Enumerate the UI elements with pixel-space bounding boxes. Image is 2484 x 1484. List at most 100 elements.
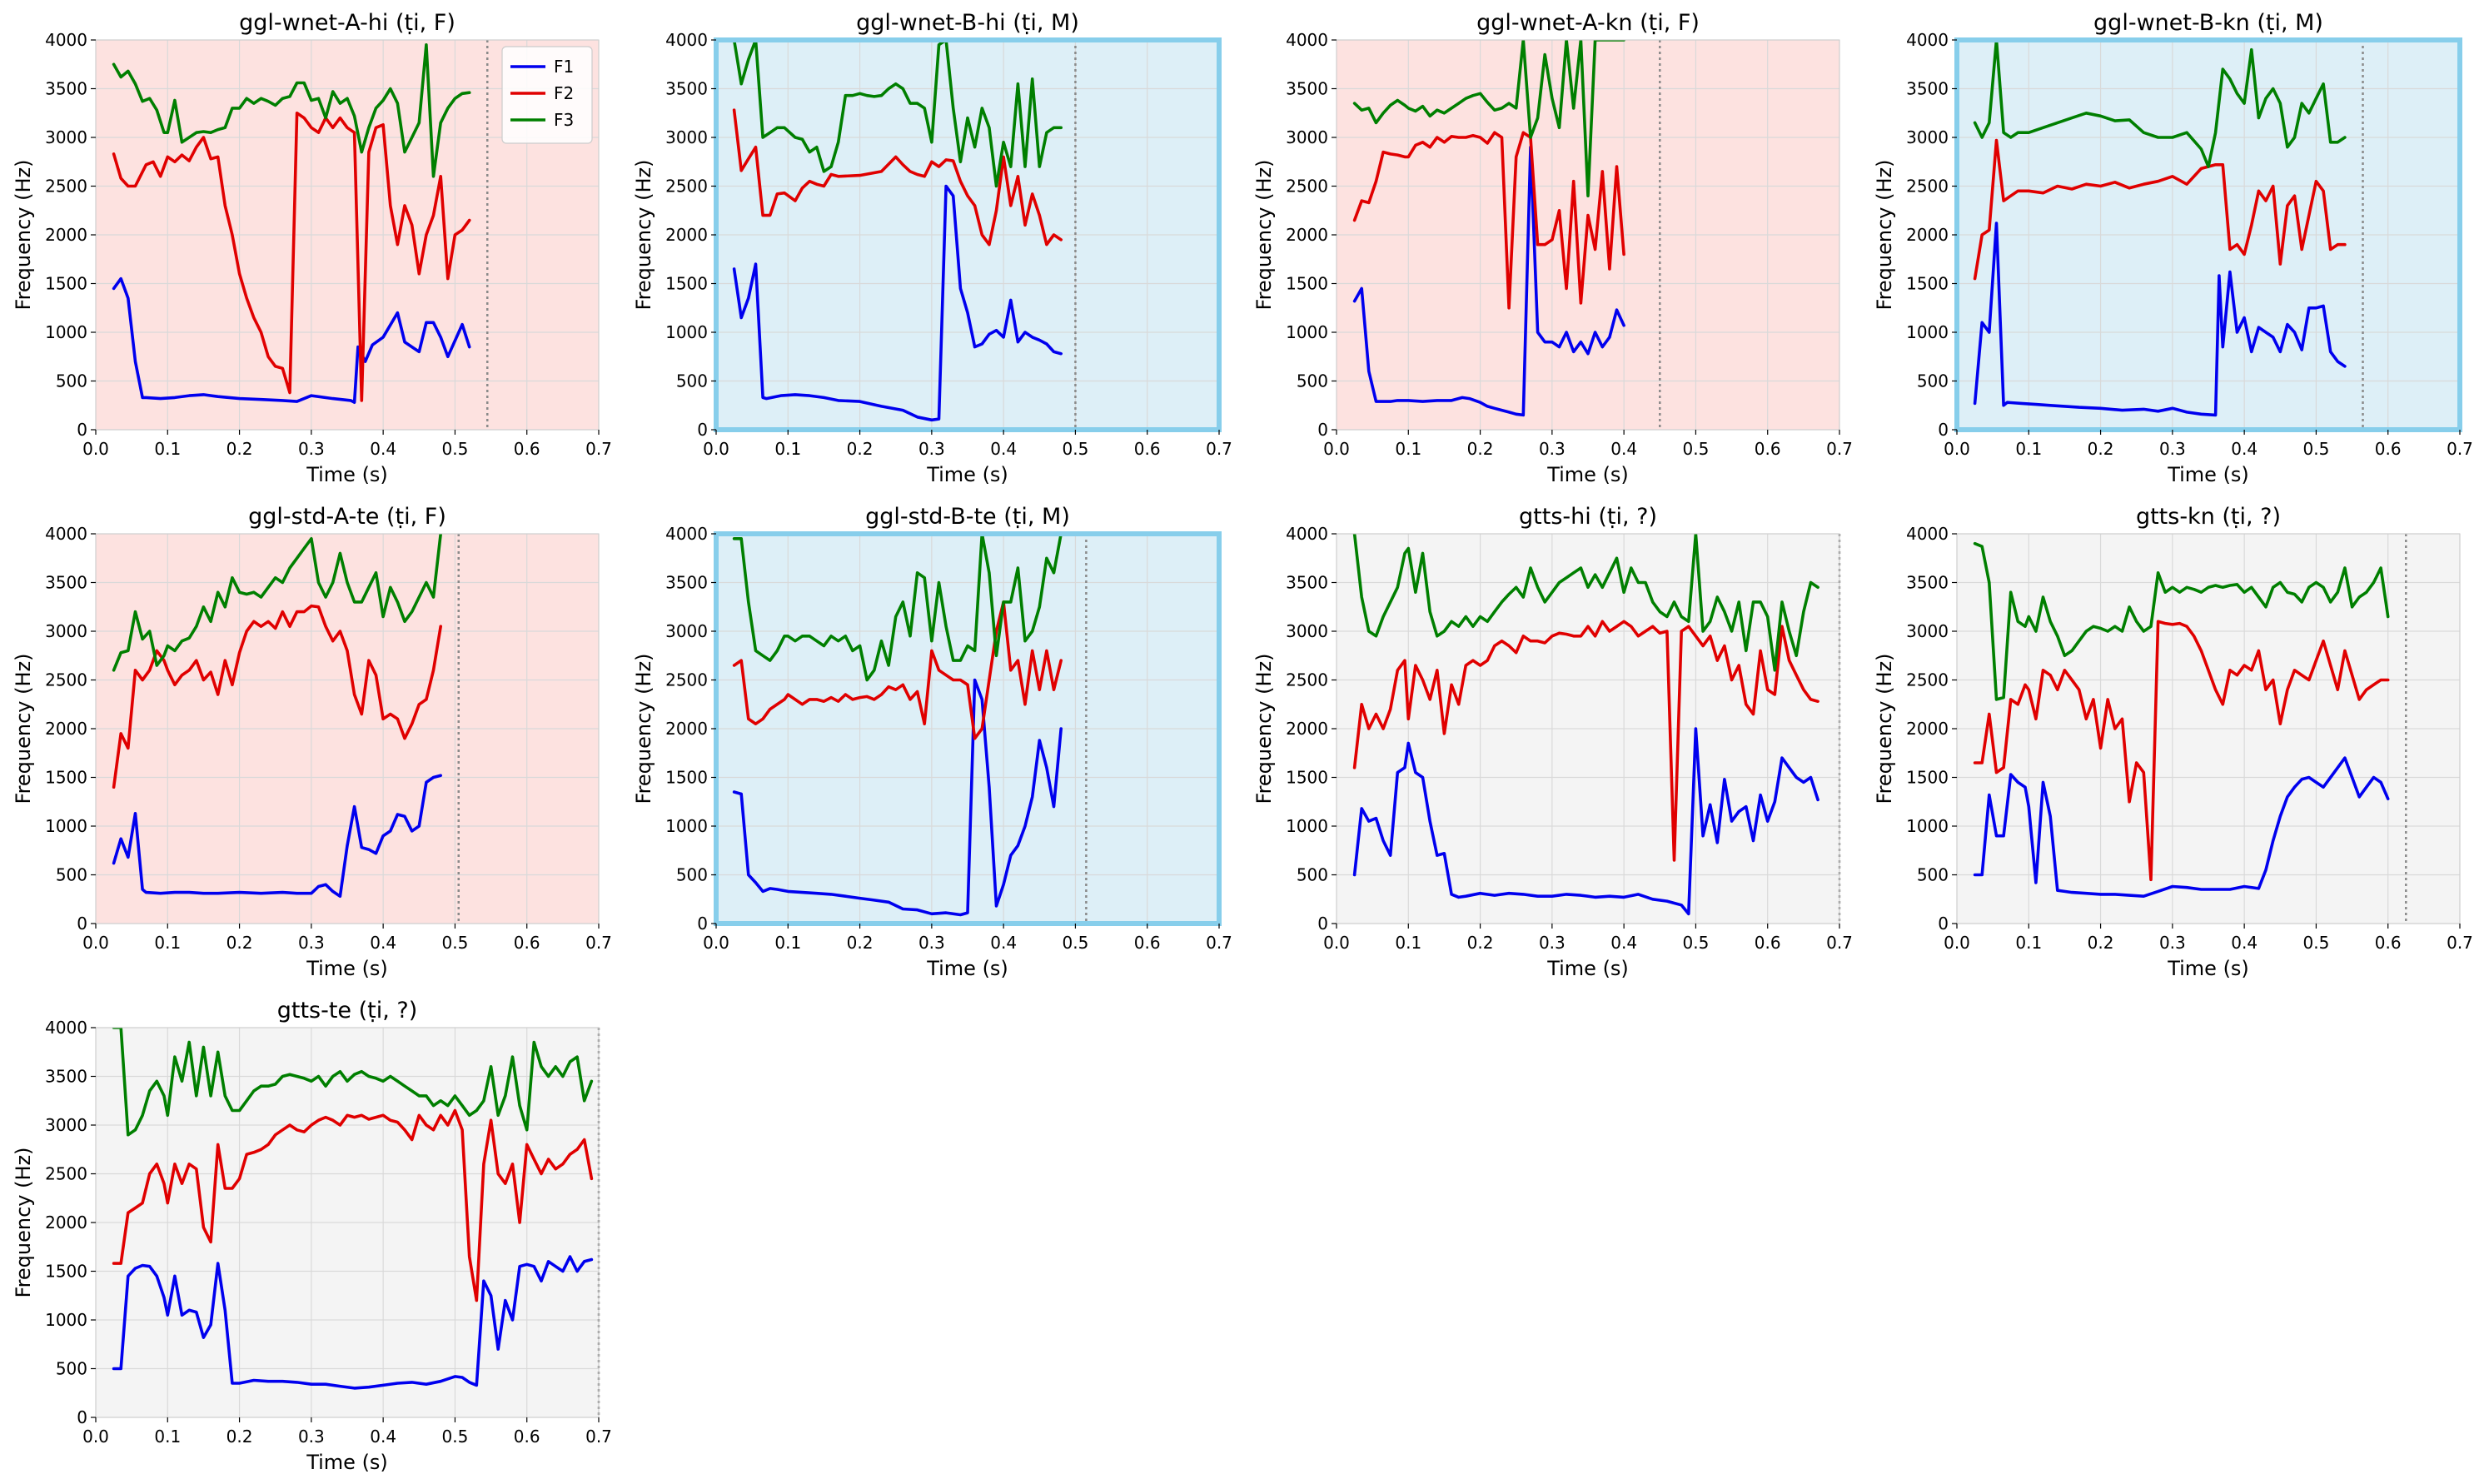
x-tick-label: 0.1 <box>774 439 801 459</box>
x-tick-label: 0.0 <box>703 933 729 953</box>
series-line-f2 <box>112 112 471 402</box>
legend: F1 F2 F3 <box>501 46 593 144</box>
y-tick-label: 4000 <box>45 30 87 50</box>
x-tick-label: 0.7 <box>2447 439 2473 459</box>
subplot-6: 0.0 0.1 0.2 0.3 0.4 0.5 0.6 0.7 0 500 1000 1500 2000… <box>632 504 1232 980</box>
x-tick-label: 0.6 <box>1134 933 1161 953</box>
x-tick-label: 0.1 <box>2015 439 2042 459</box>
y-tick-label: 0 <box>77 914 87 934</box>
x-tick-label: 0.3 <box>2159 933 2186 953</box>
y-tick-label: 2000 <box>1906 225 1949 245</box>
x-tick-label: 0.3 <box>298 933 325 953</box>
x-tick-label: 0.3 <box>918 933 945 953</box>
y-tick-label: 2000 <box>1286 225 1328 245</box>
y-axis-label: Frequency (Hz) <box>1873 160 1896 311</box>
y-tick-label: 500 <box>1297 371 1328 391</box>
x-tick-label: 0.1 <box>774 933 801 953</box>
y-tick-label: 1000 <box>1286 816 1328 836</box>
series-line-f2 <box>112 604 443 789</box>
y-tick-label: 2000 <box>665 719 708 739</box>
y-tick-label: 1500 <box>45 274 87 294</box>
x-tick-label: 0.7 <box>585 933 612 953</box>
x-tick-label: 0.1 <box>1395 439 1421 459</box>
y-tick-label: 500 <box>676 865 708 885</box>
y-axis-label: Frequency (Hz) <box>632 160 655 311</box>
series-line-f1 <box>1973 756 2390 898</box>
series-line-f1 <box>1973 222 2347 417</box>
y-tick-label: 4000 <box>1906 524 1949 544</box>
series-line-f2 <box>732 600 1063 740</box>
x-tick-label: 0.4 <box>370 439 396 459</box>
x-tick-label: 0.7 <box>2447 933 2473 953</box>
x-tick-label: 0.2 <box>1467 439 1494 459</box>
y-tick-label: 3000 <box>665 127 708 147</box>
x-tick-label: 0.0 <box>82 1427 109 1447</box>
x-axis-label: Time (s) <box>1546 463 1629 486</box>
x-tick-label: 0.0 <box>703 439 729 459</box>
series-line-f2 <box>1352 131 1625 310</box>
x-tick-label: 0.3 <box>298 1427 325 1447</box>
series-group <box>732 534 1063 917</box>
x-tick-label: 0.2 <box>847 933 874 953</box>
series-line-f3 <box>112 42 471 178</box>
y-axis-label: Frequency (Hz) <box>1873 654 1896 804</box>
y-tick-label: 1500 <box>665 768 708 788</box>
y-tick-label: 2500 <box>1286 670 1328 690</box>
x-tick-label: 0.0 <box>1323 933 1350 953</box>
y-tick-label: 2500 <box>665 670 708 690</box>
x-axis-label: Time (s) <box>926 463 1008 486</box>
x-tick-label: 0.3 <box>1539 439 1566 459</box>
y-tick-label: 0 <box>697 420 708 440</box>
y-tick-label: 3000 <box>45 1115 87 1135</box>
series-line-f3 <box>1973 541 2390 701</box>
subplot-8: 0.0 0.1 0.2 0.3 0.4 0.5 0.6 0.7 0 500 1000 1500 2000… <box>1873 504 2473 980</box>
subplot-4: 0.0 0.1 0.2 0.3 0.4 0.5 0.6 0.7 0 500 1000 1500 2000… <box>1873 10 2473 486</box>
y-tick-label: 1000 <box>45 322 87 342</box>
x-tick-label: 0.2 <box>1467 933 1494 953</box>
series-line-f1 <box>112 1255 594 1390</box>
y-tick-label: 0 <box>1938 420 1949 440</box>
y-tick-label: 3500 <box>45 79 87 99</box>
x-tick-label: 0.3 <box>2159 439 2186 459</box>
y-tick-label: 3500 <box>45 573 87 593</box>
y-tick-label: 0 <box>77 1407 87 1427</box>
x-tick-label: 0.5 <box>1683 439 1710 459</box>
y-tick-label: 3000 <box>45 621 87 641</box>
y-tick-label: 3500 <box>1906 573 1949 593</box>
x-axis-label: Time (s) <box>1546 957 1629 980</box>
series-line-f2 <box>732 108 1063 247</box>
x-axis-label: Time (s) <box>306 463 388 486</box>
series-group <box>1352 40 1625 417</box>
y-tick-label: 2000 <box>45 1213 87 1233</box>
x-tick-label: 0.3 <box>298 439 325 459</box>
x-tick-label: 0.4 <box>370 933 396 953</box>
y-tick-label: 1500 <box>1906 274 1949 294</box>
x-axis-label: Time (s) <box>926 957 1008 980</box>
x-axis-label: Time (s) <box>2167 463 2249 486</box>
x-tick-label: 0.5 <box>1683 933 1710 953</box>
x-tick-label: 0.7 <box>1206 933 1232 953</box>
subplot-1: 0.0 0.1 0.2 0.3 0.4 0.5 0.6 0.7 0 500 1000 1500 2000… <box>12 10 612 486</box>
subplot-title: gtts-hi (ṭi, ?) <box>1519 504 1657 530</box>
y-axis-label: Frequency (Hz) <box>12 654 35 804</box>
y-tick-label: 500 <box>56 865 87 885</box>
y-tick-label: 4000 <box>665 524 708 544</box>
series-line-f3 <box>732 534 1063 682</box>
y-tick-label: 2500 <box>45 670 87 690</box>
x-tick-label: 0.7 <box>585 1427 612 1447</box>
x-tick-label: 0.5 <box>442 933 469 953</box>
y-tick-label: 2000 <box>45 225 87 245</box>
y-tick-label: 1000 <box>1906 322 1949 342</box>
y-tick-label: 500 <box>1917 865 1949 885</box>
y-tick-label: 3500 <box>1286 79 1328 99</box>
y-tick-label: 1000 <box>45 816 87 836</box>
y-tick-label: 3000 <box>1286 621 1328 641</box>
x-tick-label: 0.7 <box>585 439 612 459</box>
x-tick-label: 0.7 <box>1826 439 1853 459</box>
x-tick-label: 0.3 <box>1539 933 1566 953</box>
series-line-f3 <box>732 40 1063 188</box>
y-tick-label: 3000 <box>665 621 708 641</box>
x-tick-label: 0.0 <box>1944 933 1970 953</box>
